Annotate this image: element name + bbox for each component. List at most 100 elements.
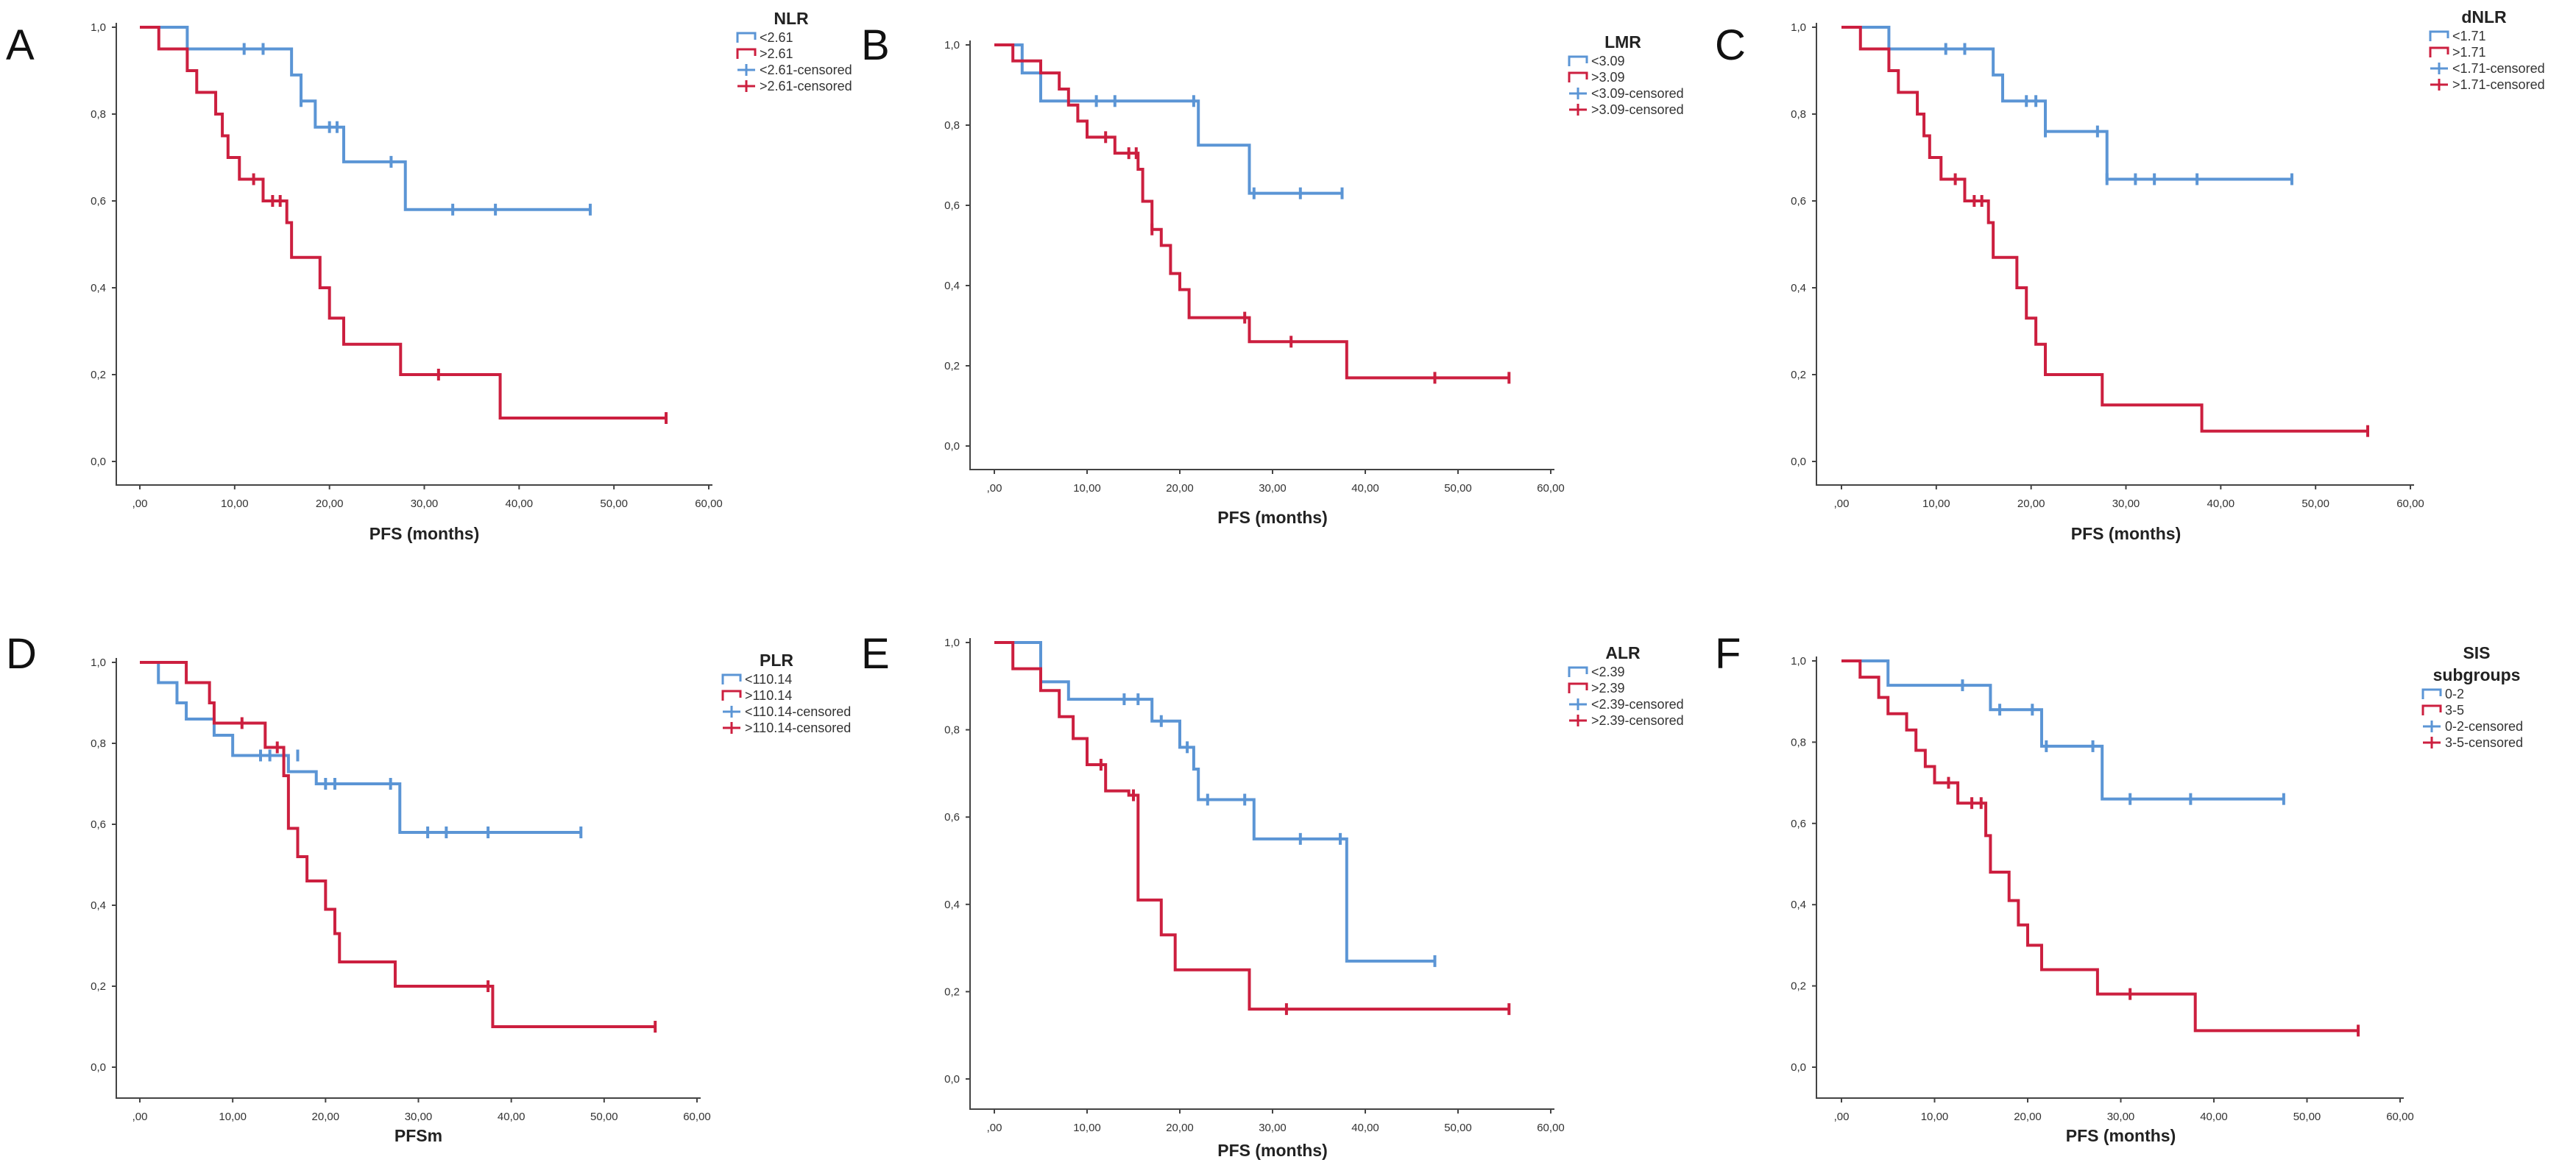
legend-label: 3-5-censored <box>2445 735 2524 750</box>
legend-censor-symbol <box>1569 88 1587 99</box>
y-tick-label: 1,0 <box>91 21 106 34</box>
legend-item: <2.61-censored <box>736 62 852 78</box>
legend-item: >2.39-censored <box>1568 712 1684 729</box>
y-tick-label: 0,8 <box>91 108 106 121</box>
legend-line-symbol <box>2421 704 2442 715</box>
legend-item: <2.39 <box>1568 664 1684 680</box>
legend-line-symbol <box>2429 30 2449 41</box>
legend-item: 3-5 <box>2421 702 2532 718</box>
x-tick-label: 10,00 <box>219 1111 247 1123</box>
axis-frame <box>1816 656 2404 1099</box>
y-tick-label: 0,0 <box>944 440 960 453</box>
legend-symbol-path <box>2430 63 2448 74</box>
km-curve-low <box>1841 659 2284 801</box>
x-tick-label: 40,00 <box>1351 1122 1379 1134</box>
y-tick-label: 0,4 <box>1791 899 1806 911</box>
y-tick-label: 1,0 <box>944 637 960 649</box>
legend-censor-symbol <box>723 706 740 718</box>
legend-label: <110.14 <box>745 671 793 687</box>
x-tick-label: 60,00 <box>2396 498 2424 510</box>
legend-symbol-path <box>721 673 742 684</box>
x-axis-label: PFS (months) <box>2065 1126 2176 1145</box>
legend-item: >2.61 <box>736 46 852 62</box>
legend-item: >110.14 <box>721 687 851 704</box>
x-tick-label: 30,00 <box>1259 482 1287 495</box>
legend-line-symbol <box>721 690 742 701</box>
x-tick-label: ,00 <box>987 1122 1002 1134</box>
panel-letter: B <box>861 21 890 69</box>
legend-label: <3.09 <box>1591 53 1625 68</box>
axis-frame <box>969 40 1554 470</box>
x-tick-label: 40,00 <box>498 1111 526 1123</box>
y-tick-label: 1,0 <box>1791 21 1806 34</box>
y-tick-label: 0,0 <box>1791 1061 1806 1074</box>
x-tick-label: 10,00 <box>1921 1111 1949 1123</box>
legend-label: >3.09-censored <box>1591 102 1684 117</box>
x-tick-label: 50,00 <box>2293 1111 2321 1123</box>
y-tick-label: 0,2 <box>944 360 960 372</box>
axis-frame <box>116 658 701 1099</box>
legend-symbol-path <box>1568 71 1588 82</box>
legend-label: >2.39-censored <box>1591 712 1684 728</box>
legend-censor-symbol <box>737 64 755 76</box>
legend: ALR <2.39 >2.39 <2.39-censored >2.39-censore… <box>1568 642 1684 729</box>
x-tick-label: 10,00 <box>1922 498 1950 510</box>
y-tick-label: 0,4 <box>1791 282 1806 294</box>
km-curve-high <box>140 661 656 1028</box>
y-tick-label: 0,8 <box>944 724 960 737</box>
legend-label: <3.09-censored <box>1591 85 1684 101</box>
legend-symbol-path <box>736 48 757 59</box>
legend-item: >3.09 <box>1568 69 1684 85</box>
y-tick-label: 0,2 <box>1791 980 1806 993</box>
legend-line-symbol <box>721 673 742 684</box>
legend-item: <110.14 <box>721 671 851 687</box>
legend-title: LMR <box>1604 32 1641 52</box>
y-tick-label: 0,8 <box>1791 108 1806 121</box>
legend-title: PLR <box>760 651 793 670</box>
legend-symbol-path <box>721 690 742 701</box>
legend-line-symbol <box>2421 688 2442 699</box>
legend: PLR <110.14 >110.14 <110.14-censored >110.14… <box>721 649 851 736</box>
legend-symbol-path <box>2429 46 2449 57</box>
legend-symbol-path <box>1568 666 1588 677</box>
legend-line-symbol <box>736 48 757 59</box>
y-tick-label: 0,8 <box>1791 736 1806 748</box>
legend-item: 3-5-censored <box>2421 735 2532 751</box>
y-tick-label: 0,6 <box>91 195 106 208</box>
y-tick-label: 0,2 <box>91 980 106 993</box>
x-tick-label: ,00 <box>132 498 148 510</box>
legend-item: <2.39-censored <box>1568 696 1684 712</box>
legend-line-symbol <box>2429 46 2449 57</box>
legend-label: <2.61 <box>760 29 793 45</box>
legend-symbol-path <box>2429 30 2449 41</box>
legend-item: <3.09-censored <box>1568 85 1684 102</box>
y-tick-label: 0,6 <box>1791 195 1806 208</box>
x-tick-label: 40,00 <box>506 498 534 510</box>
legend-label: <1.71 <box>2452 28 2486 43</box>
x-tick-label: 60,00 <box>1537 482 1565 495</box>
y-tick-label: 1,0 <box>1791 655 1806 668</box>
y-tick-label: 0,2 <box>1791 369 1806 381</box>
x-tick-label: ,00 <box>132 1111 148 1123</box>
legend-symbol-path <box>2423 721 2441 732</box>
legend-label: 0-2-censored <box>2445 718 2524 734</box>
km-curve-high <box>994 43 1510 380</box>
legend-label: >1.71 <box>2452 44 2486 60</box>
legend-symbol-path <box>737 80 755 92</box>
x-tick-label: 50,00 <box>1444 1122 1472 1134</box>
legend-item: >2.39 <box>1568 680 1684 696</box>
legend: LMR <3.09 >3.09 <3.09-censored >3.09-censore… <box>1568 31 1684 118</box>
x-axis-label: PFS (months) <box>369 524 480 543</box>
y-tick-label: 0,4 <box>944 899 960 911</box>
panel-letter: D <box>6 630 37 678</box>
y-tick-label: 0,8 <box>944 119 960 132</box>
y-tick-label: 0,0 <box>1791 456 1806 468</box>
legend-title: SIS subgroups <box>2432 643 2521 684</box>
x-tick-label: 50,00 <box>590 1111 618 1123</box>
x-tick-label: 20,00 <box>1166 1122 1194 1134</box>
axis-frame <box>116 23 712 486</box>
x-tick-label: 40,00 <box>1351 482 1379 495</box>
